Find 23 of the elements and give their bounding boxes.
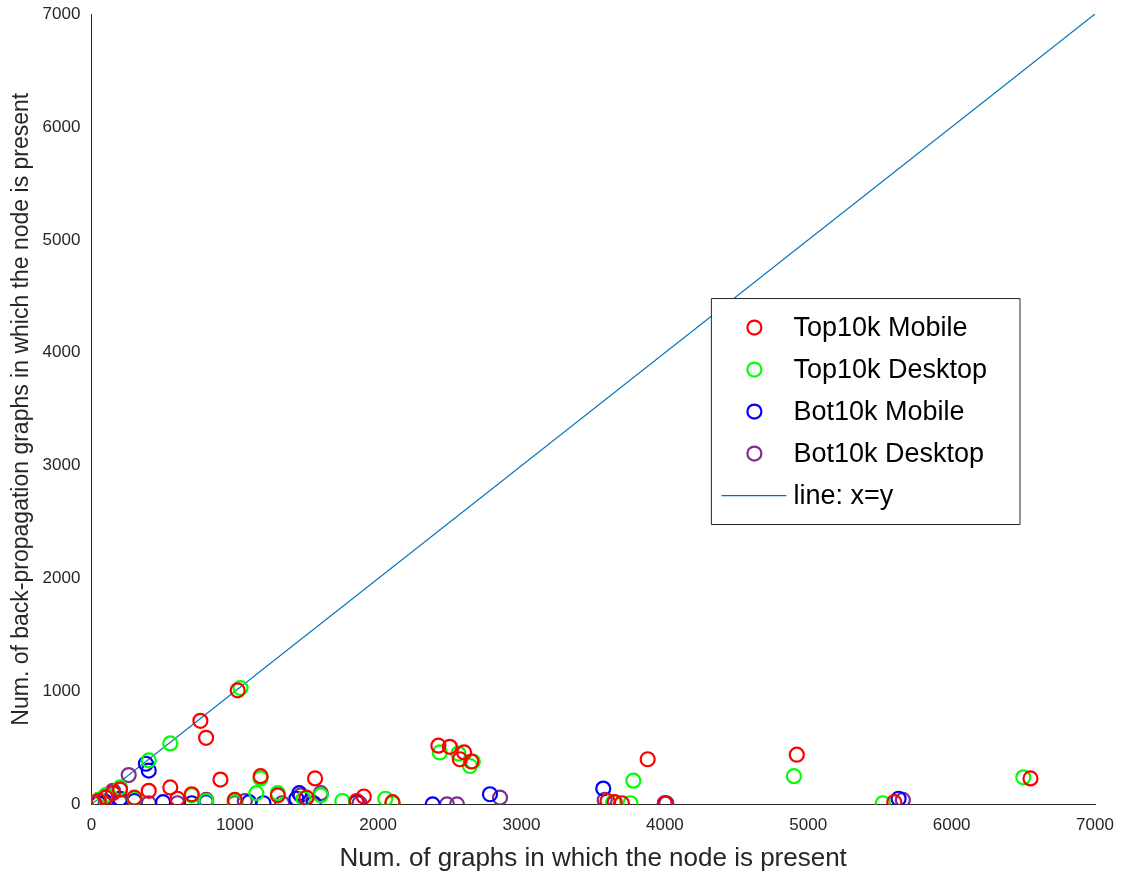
y-tick-label: 4000 — [42, 342, 81, 362]
legend-label: Top10k Desktop — [793, 354, 988, 384]
x-tick-label: 7000 — [1076, 815, 1114, 835]
x-tick-label: 6000 — [932, 815, 971, 835]
x-tick-label: 0 — [86, 815, 97, 835]
legend-label: Bot10k Desktop — [793, 438, 984, 468]
y-tick-label: 6000 — [42, 116, 81, 136]
x-axis-title: Num. of graphs in which the node is present — [339, 841, 848, 872]
x-tick-label: 5000 — [789, 815, 828, 835]
y-tick-label: 7000 — [42, 3, 81, 23]
x-tick-label: 2000 — [359, 815, 398, 835]
y-tick-label: 0 — [70, 794, 81, 814]
x-tick-label: 3000 — [502, 815, 541, 835]
legend-label: Top10k Mobile — [793, 312, 968, 342]
y-axis-title: Num. of back-propagation graphs in which the node is present — [7, 92, 34, 726]
y-tick-label: 1000 — [42, 681, 81, 701]
y-tick-label: 3000 — [42, 455, 81, 475]
y-tick-label: 2000 — [42, 568, 81, 588]
legend-label: Bot10k Mobile — [793, 396, 965, 426]
y-tick-label: 5000 — [42, 229, 81, 249]
x-tick-label: 1000 — [215, 815, 254, 835]
x-tick-label: 4000 — [645, 815, 684, 835]
legend-label: line: x=y — [793, 480, 894, 510]
